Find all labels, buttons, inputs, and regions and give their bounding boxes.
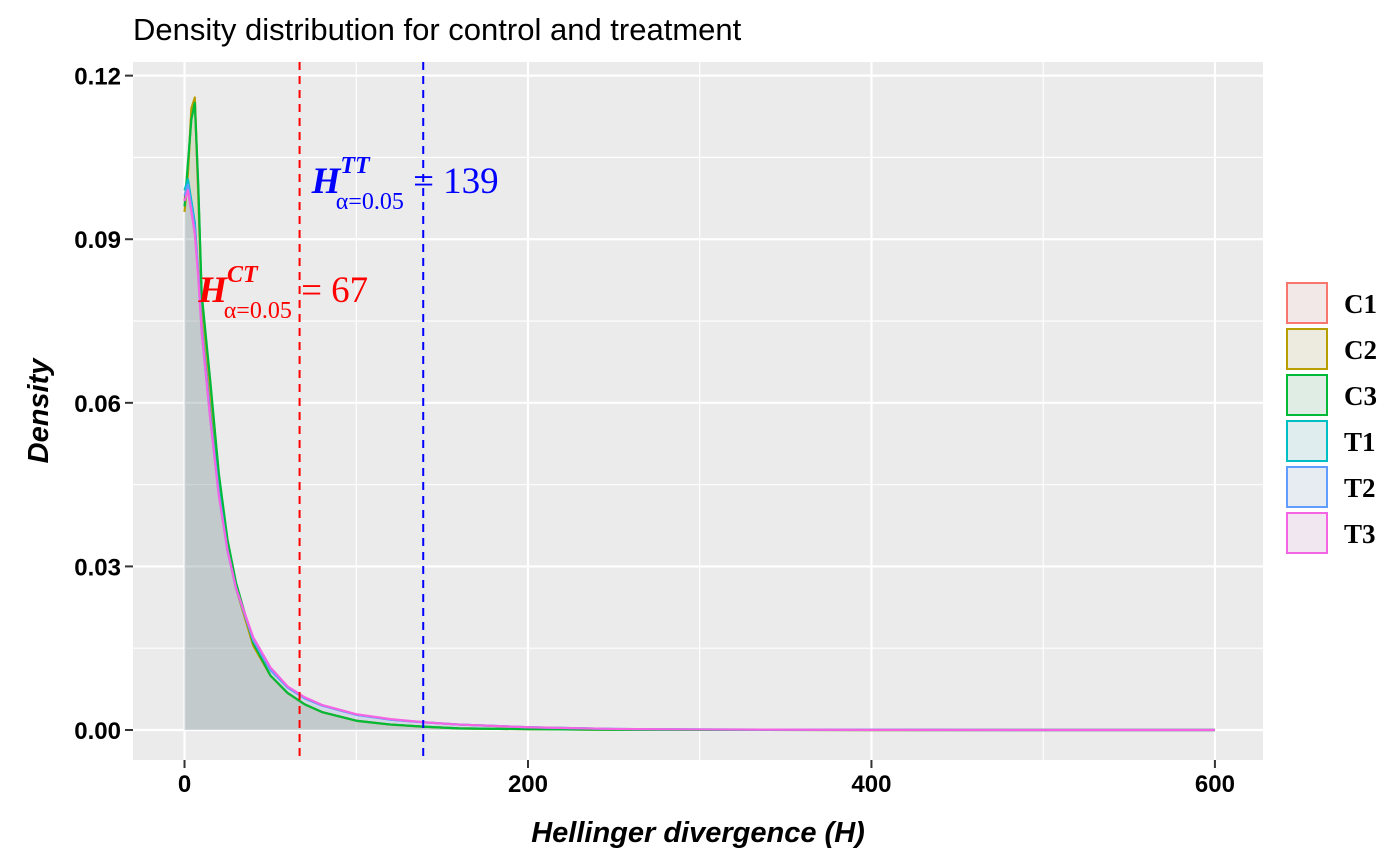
legend-key-bg <box>1286 328 1328 370</box>
legend-label-t3: T3 <box>1344 519 1376 549</box>
threshold-annotations: HCT α=0.05 = 67 HTT α=0.05 = 139 <box>197 153 498 324</box>
legend-key-t1 <box>1286 420 1328 462</box>
threshold-annotation-1: HCT α=0.05 = 67 <box>197 262 368 324</box>
legend-label-t2: T2 <box>1344 473 1376 503</box>
legend-key-c3 <box>1286 374 1328 416</box>
y-axis-title: Density <box>23 357 55 464</box>
x-tick-label: 200 <box>508 771 548 798</box>
legend-key-bg <box>1286 420 1328 462</box>
plot-panel <box>133 62 1263 760</box>
legend-key-bg <box>1286 512 1328 554</box>
legend: C1 C2 C3 T1 T2 T3 <box>1286 282 1377 554</box>
legend-key-c1 <box>1286 282 1328 324</box>
legend-key-t2 <box>1286 466 1328 508</box>
legend-key-bg <box>1286 374 1328 416</box>
legend-key-bg <box>1286 466 1328 508</box>
legend-label-c3: C3 <box>1344 381 1377 411</box>
axes: 0 200 400 600 0.00 0.03 0.06 0.09 0.12 <box>74 64 1235 798</box>
density-line-t3 <box>183 189 1215 732</box>
y-tick-label: 0.06 <box>74 391 121 418</box>
x-tick-label: 0 <box>178 771 191 798</box>
y-tick-label: 0.03 <box>74 554 121 581</box>
x-axis-title: Hellinger divergence (H) <box>531 817 865 849</box>
y-tick-label: 0.12 <box>74 64 121 91</box>
legend-key-c2 <box>1286 328 1328 370</box>
legend-label-c1: C1 <box>1344 289 1377 319</box>
y-tick-label: 0.00 <box>74 718 121 745</box>
threshold-lines <box>298 62 425 760</box>
density-lines <box>183 96 1215 732</box>
major-gridlines <box>133 62 1263 760</box>
x-tick-label: 400 <box>851 771 891 798</box>
legend-label-c2: C2 <box>1344 335 1377 365</box>
threshold-annotation-2: HTT α=0.05 = 139 <box>311 153 499 215</box>
legend-key-bg <box>1286 282 1328 324</box>
legend-key-t3 <box>1286 512 1328 554</box>
y-tick-label: 0.09 <box>74 227 121 254</box>
minor-gridlines <box>133 62 1263 760</box>
legend-label-t1: T1 <box>1344 427 1376 457</box>
x-tick-label: 600 <box>1195 771 1235 798</box>
chart-title: Density distribution for control and tre… <box>133 12 742 47</box>
